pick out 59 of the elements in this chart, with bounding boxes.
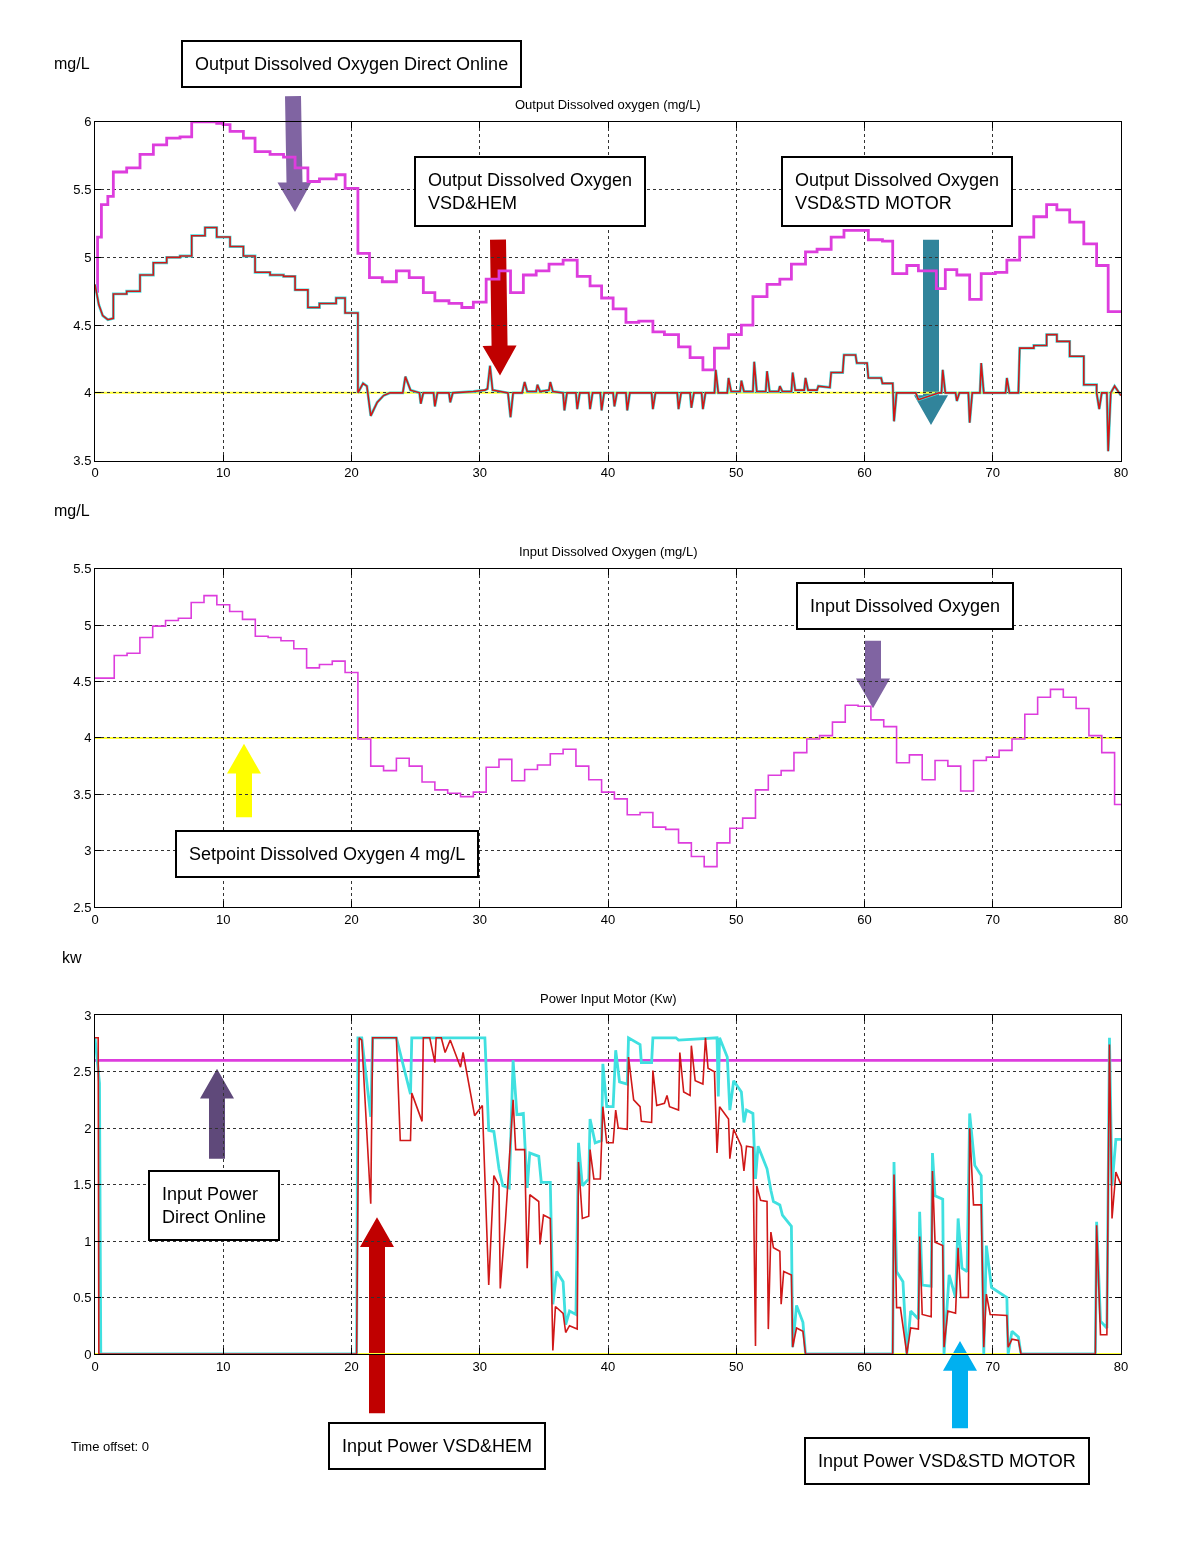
y-tick-label: 1: [84, 1233, 92, 1249]
y-tick-label: 2: [84, 1120, 92, 1136]
annotation: Input Power Direct Online: [162, 1184, 267, 1228]
y-tick-label: 3.5: [73, 453, 92, 469]
x-tick-label: 60: [857, 465, 872, 481]
x-tick-label: 10: [216, 911, 231, 927]
y-tick-label: 5.5: [73, 561, 92, 577]
x-tick-label: 50: [729, 911, 744, 927]
x-tick-label: 80: [1113, 911, 1129, 927]
text: Input Power VSD&STD MOTOR: [818, 1451, 1076, 1471]
x-tick-label: 70: [985, 1358, 1000, 1374]
x-tick-label: 40: [600, 1358, 616, 1374]
y-tick-label: 3: [84, 843, 92, 859]
y-axis-title: mg/L: [54, 55, 90, 72]
y-tick-label: 0.5: [73, 1290, 92, 1306]
x-tick-label: 40: [600, 911, 616, 927]
annotation: Input Dissolved Oxygen: [810, 596, 1001, 616]
y-tick-label: 1.5: [73, 1177, 92, 1193]
annotation: Setpoint Dissolved Oxygen 4 mg/L: [189, 844, 466, 864]
x-tick-label: 30: [472, 1358, 487, 1374]
y-tick-label: 4.5: [73, 317, 92, 333]
y-tick-label: 5: [84, 617, 92, 633]
chart-title: Power Input Motor (Kw): [540, 991, 677, 1006]
x-tick-label: 30: [472, 911, 487, 927]
y-tick-label: 2.5: [73, 899, 92, 915]
chart-title: Output Dissolved oxygen (mg/L): [515, 97, 701, 112]
y-axis-title: mg/L: [54, 502, 90, 519]
y-axis-title: kw: [62, 949, 82, 966]
y-tick-label: 4: [84, 385, 92, 401]
y-tick-label: 2.5: [73, 1064, 92, 1080]
y-tick-label: 6: [84, 114, 92, 130]
y-tick-label: 3: [84, 1007, 92, 1023]
x-tick-label: 50: [729, 465, 744, 481]
x-tick-label: 70: [985, 465, 1000, 481]
text: Time offset: 0: [71, 1439, 150, 1454]
x-tick-label: 70: [985, 911, 1000, 927]
y-tick-label: 4: [84, 730, 92, 746]
x-tick-label: 80: [1113, 465, 1129, 481]
text: Input Power VSD&HEM: [342, 1436, 533, 1456]
y-tick-label: 5: [84, 249, 92, 265]
x-tick-label: 60: [857, 911, 872, 927]
x-tick-label: 20: [344, 1358, 359, 1374]
y-tick-label: 0: [84, 1346, 92, 1362]
x-tick-label: 20: [344, 465, 359, 481]
annotation: Output Dissolved Oxygen VSD&HEM: [428, 170, 633, 214]
x-tick-label: 20: [344, 911, 359, 927]
x-tick-label: 10: [216, 465, 231, 481]
y-tick-label: 5.5: [73, 182, 92, 198]
chart-title: Input Dissolved Oxygen (mg/L): [519, 544, 698, 559]
y-tick-label: 4.5: [73, 674, 92, 690]
y-tick-label: 3.5: [73, 786, 92, 802]
x-tick-label: 30: [472, 465, 487, 481]
text: Output Dissolved Oxygen Direct Online: [195, 54, 509, 74]
x-tick-label: 50: [729, 1358, 744, 1374]
x-tick-label: 40: [600, 465, 616, 481]
x-tick-label: 10: [216, 1358, 231, 1374]
x-tick-label: 60: [857, 1358, 872, 1374]
annotation: Output Dissolved Oxygen VSD&STD MOTOR: [795, 170, 1000, 214]
x-tick-label: 80: [1113, 1358, 1129, 1374]
